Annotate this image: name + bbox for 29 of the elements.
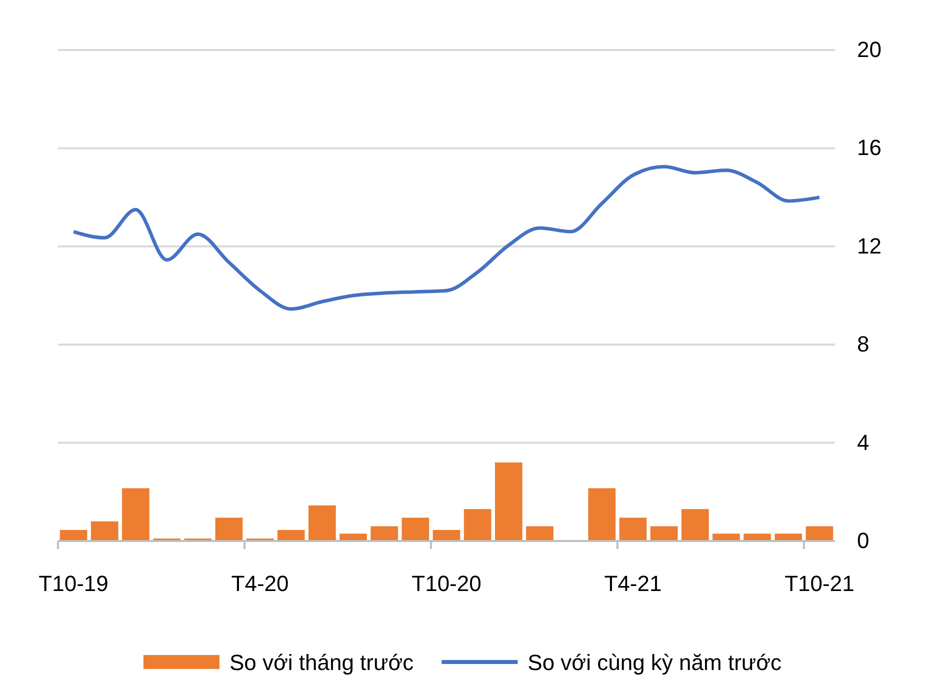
line-series xyxy=(72,164,822,311)
bar xyxy=(90,521,118,541)
bar xyxy=(588,488,616,541)
legend-label: So với tháng trước xyxy=(229,650,414,675)
bar xyxy=(464,509,492,541)
bar xyxy=(277,530,305,541)
bar xyxy=(215,518,243,541)
x-tick-label: T10-19 xyxy=(38,571,108,596)
y-tick-label: 4 xyxy=(857,430,870,455)
bar xyxy=(806,526,834,541)
y-tick-label: 12 xyxy=(857,233,882,258)
x-tick-label: T10-20 xyxy=(412,571,482,596)
y-tick-label: 0 xyxy=(857,528,870,554)
y-tick-label: 8 xyxy=(857,332,870,357)
bar xyxy=(619,518,647,541)
bar xyxy=(370,526,398,541)
y-tick-label: 16 xyxy=(857,135,882,160)
bar xyxy=(494,462,522,541)
bar xyxy=(681,509,709,541)
legend-label: So với cùng kỳ năm trước xyxy=(528,650,782,675)
bar xyxy=(402,518,430,541)
x-tick-label: T4-20 xyxy=(231,571,289,596)
bar xyxy=(650,526,678,541)
bar xyxy=(122,488,150,541)
x-tick-label: T4-21 xyxy=(604,571,662,596)
bar xyxy=(526,526,554,541)
bar xyxy=(308,505,336,541)
x-tick-label: T10-21 xyxy=(784,571,854,596)
y-tick-label: 20 xyxy=(857,37,882,62)
